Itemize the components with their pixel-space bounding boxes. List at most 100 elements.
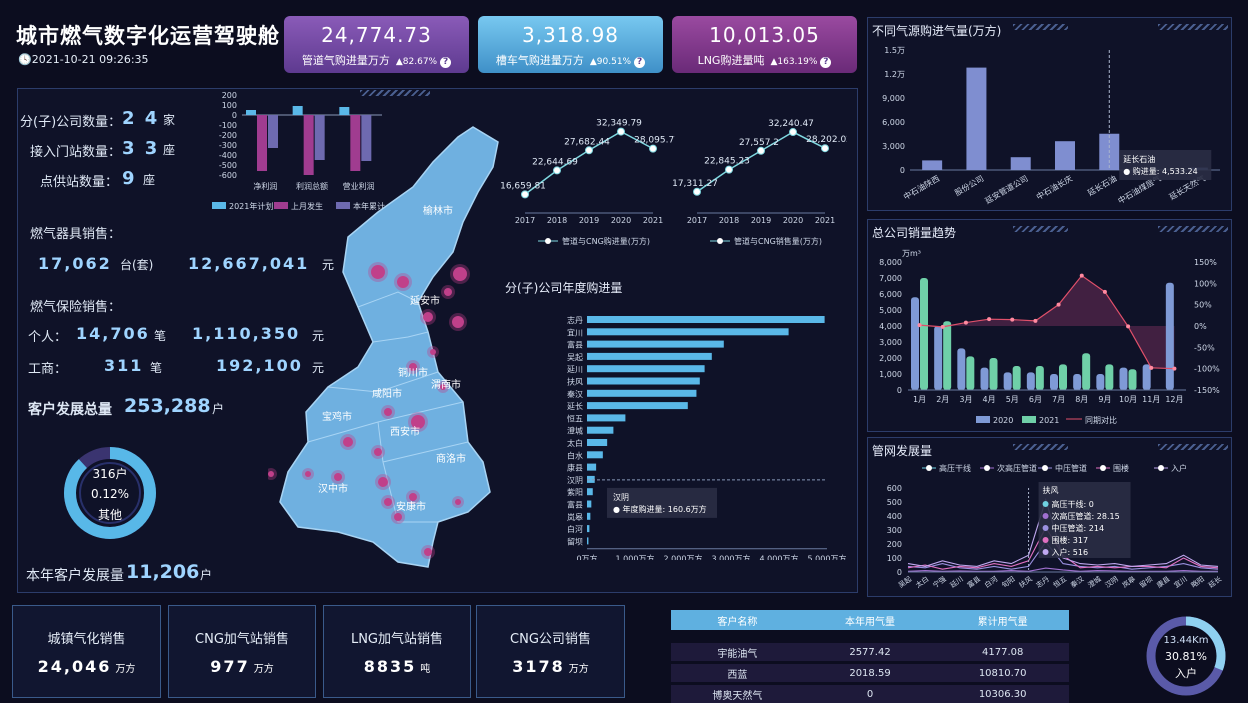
table-row[interactable]: 宇能油气 2577.42 4177.08 bbox=[671, 643, 1069, 661]
bar bbox=[303, 115, 314, 175]
map-city-label[interactable]: 铜川市 bbox=[398, 366, 428, 379]
map-marker bbox=[378, 477, 388, 487]
data-point bbox=[1126, 324, 1131, 329]
data-label: 17,311.27 bbox=[672, 179, 718, 189]
y-tick-label: -100 bbox=[219, 121, 237, 130]
x-tick-label: 岚皋 bbox=[1120, 574, 1137, 589]
legend-label: 中压管道 bbox=[1055, 463, 1087, 473]
legend-label: 上月发生 bbox=[291, 201, 323, 211]
x-tick-label: 富县 bbox=[965, 574, 982, 589]
y-tick-label: 吴起 bbox=[567, 353, 583, 362]
y-tick-label: 1.2万 bbox=[884, 70, 905, 79]
kpi-lng: 10,013.05 LNG购进量吨 ▲163.19%? bbox=[672, 16, 857, 73]
tooltip-item: 高压干线: 0 bbox=[1052, 499, 1094, 509]
tooltip-dot bbox=[1042, 501, 1049, 507]
y-tick-label: 富县 bbox=[567, 500, 583, 510]
legend-dot bbox=[545, 238, 551, 244]
bar bbox=[1035, 366, 1044, 390]
legend-swatch bbox=[336, 202, 350, 209]
help-icon[interactable]: ? bbox=[820, 57, 832, 68]
supply-station-label: 点供站数量： bbox=[40, 175, 119, 190]
y-tick-label: 宜川 bbox=[567, 327, 583, 337]
x-tick-label: 澄城 bbox=[1086, 574, 1103, 589]
bar bbox=[587, 426, 614, 434]
x-tick-label: 4月 bbox=[983, 395, 996, 404]
line-area bbox=[919, 275, 1175, 369]
y-tick-label: 1.5万 bbox=[884, 46, 905, 55]
x-tick-label: 3,000万方 bbox=[712, 554, 751, 560]
map-city-label[interactable]: 延安市 bbox=[410, 294, 440, 307]
tooltip-item: 中压管道: 214 bbox=[1052, 523, 1105, 533]
map-marker bbox=[343, 437, 353, 447]
legend-label: 2020 bbox=[993, 416, 1013, 425]
y-tick-label: 600 bbox=[887, 484, 902, 493]
map-city-label[interactable]: 商洛市 bbox=[436, 452, 466, 465]
business-amount: 192,100 bbox=[216, 356, 303, 375]
supply-station-count: 9 bbox=[122, 168, 137, 189]
y-tick-label: 扶风 bbox=[567, 377, 583, 387]
tooltip bbox=[607, 487, 717, 518]
bar bbox=[966, 67, 987, 170]
y-tick-label: 康县 bbox=[567, 463, 583, 473]
svg-text:316户: 316户 bbox=[93, 466, 128, 481]
x-tick-label: 2020 bbox=[611, 216, 631, 225]
x-tick-label: 11月 bbox=[1142, 395, 1160, 404]
bar bbox=[1055, 141, 1075, 170]
x-tick-label: 延长 bbox=[1207, 574, 1224, 589]
x-tick-label: 3月 bbox=[959, 395, 972, 404]
map-marker bbox=[444, 288, 452, 296]
svg-text:30.81%: 30.81% bbox=[1165, 650, 1207, 663]
bar bbox=[1165, 282, 1174, 390]
data-point bbox=[757, 146, 765, 155]
y-tick-label: 富县 bbox=[567, 340, 583, 350]
y2-tick-label: 50% bbox=[1194, 301, 1212, 310]
y2-tick-label: -150% bbox=[1194, 386, 1220, 395]
map-marker bbox=[305, 471, 311, 477]
bar bbox=[587, 512, 591, 520]
help-icon[interactable]: ? bbox=[440, 57, 452, 68]
map-city-label[interactable]: 安康市 bbox=[396, 500, 426, 513]
x-tick-label: 股份公司 bbox=[953, 173, 986, 198]
map-city-label[interactable]: 西安市 bbox=[390, 425, 420, 438]
bar bbox=[587, 328, 789, 336]
y-tick-label: 200 bbox=[222, 91, 237, 100]
y-tick-label: 恒五 bbox=[567, 413, 583, 423]
table-row[interactable]: 西蓝 2018.59 10810.70 bbox=[671, 664, 1069, 682]
map-city-label[interactable]: 咸阳市 bbox=[372, 387, 402, 400]
x-tick-label: 汉阴 bbox=[1103, 574, 1120, 589]
datetime: 🕓2021-10-21 09:26:35 bbox=[18, 53, 149, 66]
bar bbox=[1026, 372, 1035, 390]
bar bbox=[1073, 374, 1082, 390]
help-icon[interactable]: ? bbox=[634, 57, 646, 68]
legend-label: 次高压管道 bbox=[997, 463, 1037, 473]
y-tick-label: 6,000 bbox=[879, 290, 902, 299]
data-point bbox=[1056, 302, 1061, 307]
y-tick-label: 太白 bbox=[567, 438, 583, 448]
y-tick-label: 100 bbox=[222, 101, 237, 110]
data-point bbox=[987, 317, 992, 322]
shaanxi-map[interactable]: 榆林市 延安市 铜川市 渭南市 咸阳市 宝鸡市 西安市 商洛市 汉中市 安康市 bbox=[268, 122, 508, 572]
x-tick-label: 延长石油 bbox=[1086, 173, 1119, 198]
bar bbox=[587, 352, 712, 360]
legend-label: 本年累计 bbox=[353, 201, 385, 211]
bar bbox=[587, 488, 593, 496]
tooltip bbox=[1119, 150, 1212, 180]
map-city-label[interactable]: 渭南市 bbox=[431, 378, 461, 391]
bar bbox=[1128, 369, 1137, 390]
y-tick-label: 秦汉 bbox=[567, 389, 583, 399]
y-tick-label: 延长 bbox=[567, 401, 583, 411]
map-city-label[interactable]: 宝鸡市 bbox=[322, 410, 352, 423]
tooltip-dot bbox=[1042, 525, 1049, 531]
table-row[interactable]: 博奥天然气 0 10306.30 bbox=[671, 685, 1069, 703]
gate-station-count: 3 3 bbox=[122, 138, 160, 159]
town-gas-sales: 城镇气化销售 24,046 万方 bbox=[12, 605, 161, 698]
tooltip-item: 次高压管道: 28.15 bbox=[1052, 511, 1120, 521]
data-label: 22,644.69 bbox=[532, 157, 578, 167]
network-donut: 13.44Km 30.81% 入户 bbox=[1146, 616, 1226, 696]
map-city-label[interactable]: 榆林市 bbox=[423, 204, 453, 217]
legend-swatch bbox=[976, 416, 990, 423]
y-tick-label: 汉阴 bbox=[567, 476, 583, 485]
annual-purchase-chart: 志丹宜川富县吴起延川扶风秦汉延长恒五澄城太白白水康县汉阴紫阳富县岚皋白河留坝汉阴… bbox=[567, 315, 846, 560]
x-tick-label: 延安管道公司 bbox=[983, 173, 1030, 206]
map-city-label[interactable]: 汉中市 bbox=[318, 482, 348, 495]
